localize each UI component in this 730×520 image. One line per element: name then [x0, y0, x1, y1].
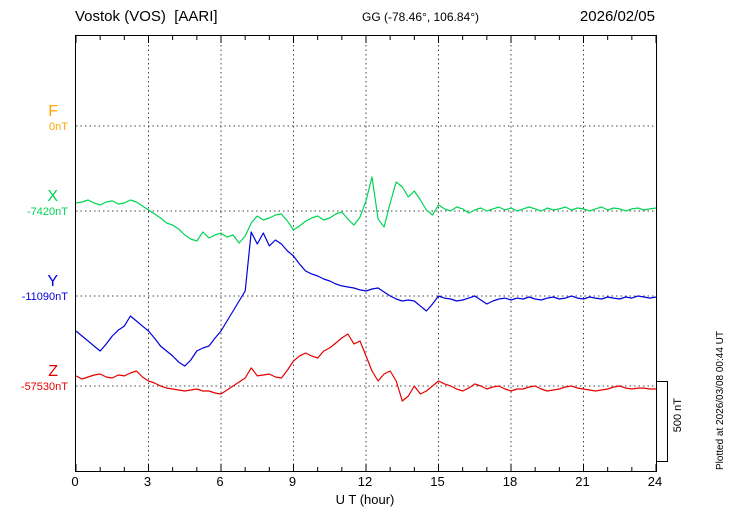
scale-bar-label: 500 nT: [672, 398, 684, 433]
component-letter-F: F: [48, 103, 58, 120]
component-baseline-Z: -57530nT: [20, 381, 68, 393]
x-tick-label-3: 3: [143, 474, 152, 489]
x-tick-label-21: 21: [575, 474, 590, 489]
date-label: 2026/02/05: [579, 8, 655, 25]
component-baseline-Y: -11090nT: [21, 291, 68, 303]
scale-bar-bottom-tick: [656, 461, 668, 462]
x-tick-label-6: 6: [216, 474, 224, 489]
trace-Y: [76, 231, 656, 367]
scale-bar-line: [667, 381, 668, 461]
trace-X: [76, 176, 656, 244]
magnetogram-svg: [76, 36, 656, 471]
x-tick-label-18: 18: [502, 474, 518, 489]
scale-bar-top-tick: [656, 381, 668, 382]
station-title: Vostok (VOS) [AARI]: [75, 8, 218, 25]
x-axis-label: U T (hour): [335, 492, 395, 507]
x-tick-label-9: 9: [288, 474, 297, 489]
component-letter-X: X: [47, 188, 58, 205]
component-letter-Z: Z: [48, 363, 58, 380]
component-baseline-F: 0nT: [49, 121, 68, 133]
plot-area: [75, 35, 657, 472]
component-letter-Y: Y: [47, 273, 58, 290]
geographic-coords-label: GG (-78.46°, 106.84°): [362, 10, 479, 24]
component-baseline-X: -7420nT: [27, 206, 68, 218]
x-tick-label-15: 15: [430, 474, 445, 489]
x-tick-label-24: 24: [647, 474, 663, 489]
x-tick-label-0: 0: [71, 474, 79, 489]
trace-Z: [76, 333, 656, 402]
x-tick-label-12: 12: [357, 474, 373, 489]
plot-timestamp: Plotted at 2026/03/08 00:44 UT: [715, 331, 726, 470]
